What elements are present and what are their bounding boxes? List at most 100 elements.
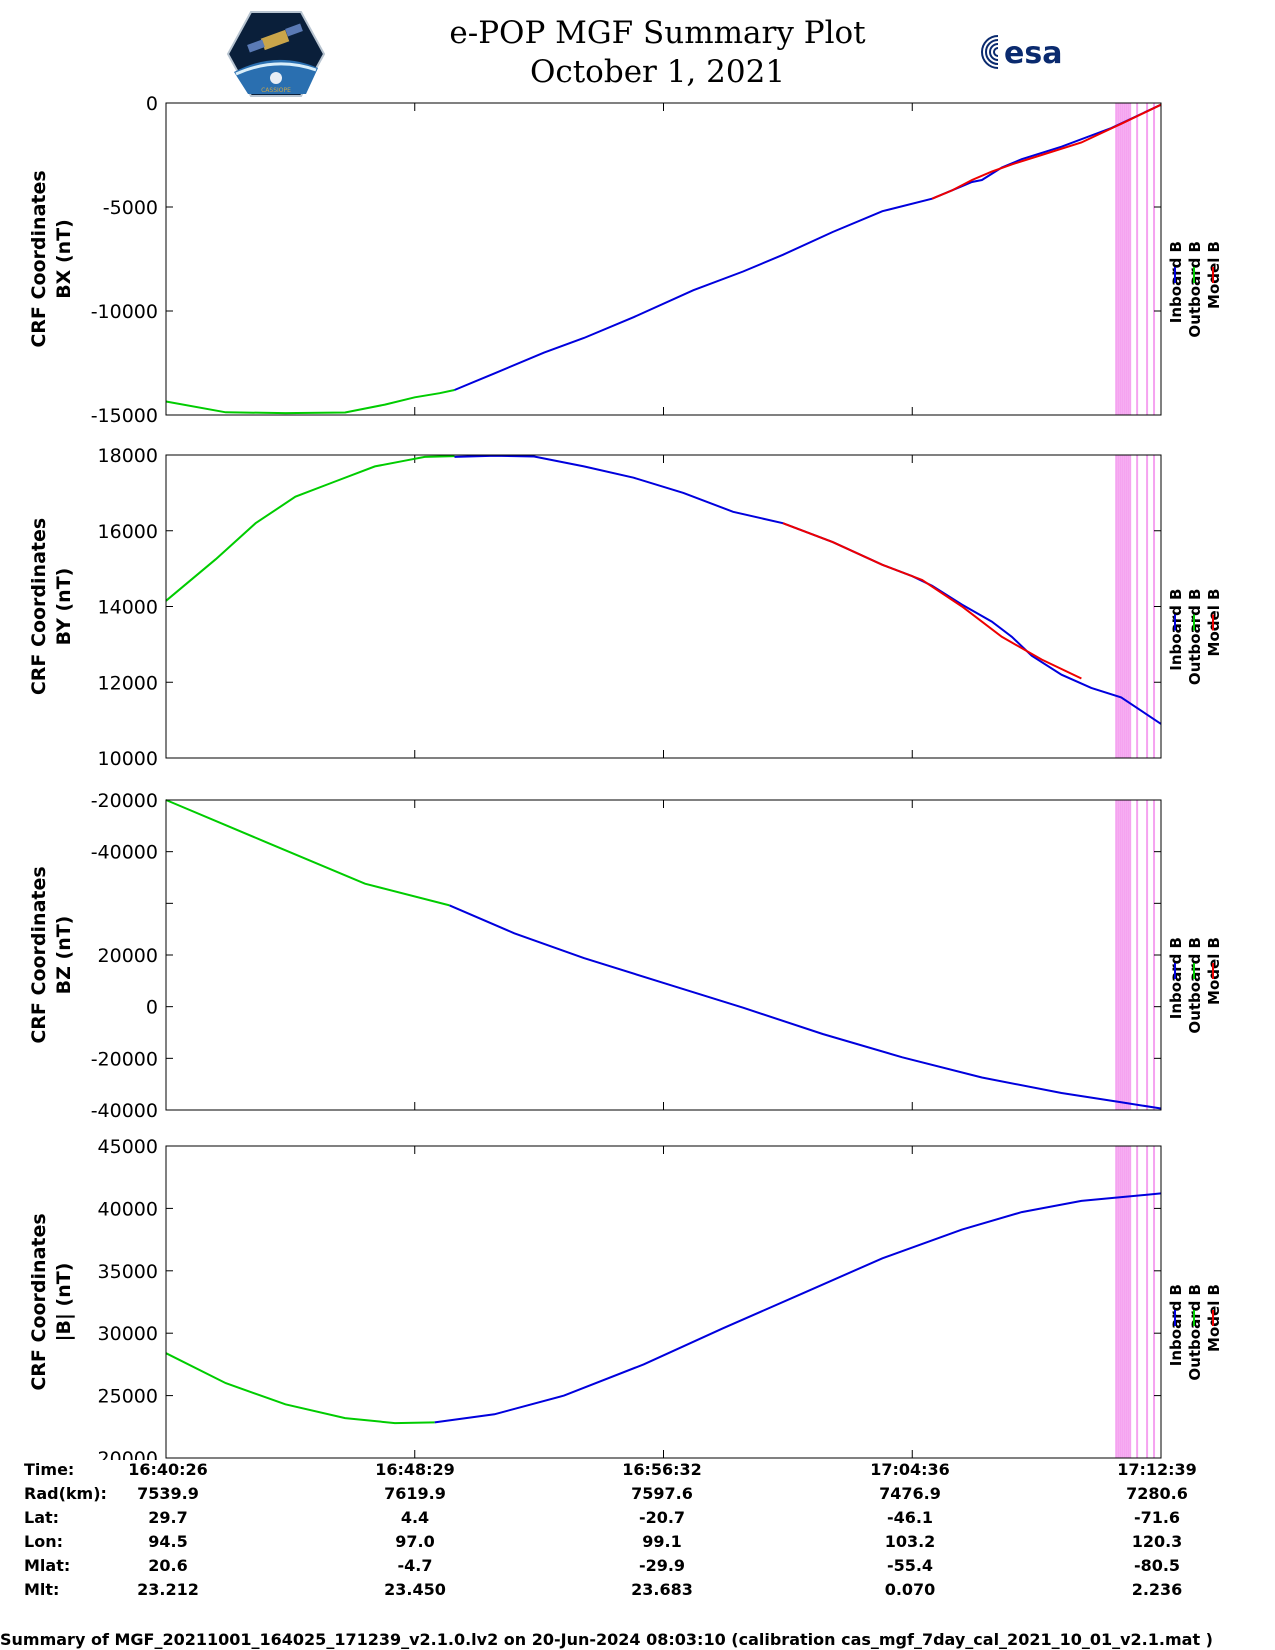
y-axis-label-line-2: BZ (nT) bbox=[53, 916, 75, 995]
info-cell: 97.0 bbox=[395, 1532, 435, 1551]
cassiope-logo: CASSIOPE bbox=[226, 11, 326, 97]
info-cell: -71.6 bbox=[1133, 1508, 1181, 1527]
info-cell: 16:48:29 bbox=[375, 1460, 455, 1479]
info-row-label: Mlt: bbox=[24, 1580, 60, 1599]
series-outboard-b bbox=[165, 799, 450, 907]
series-inboard-b bbox=[434, 1192, 1162, 1424]
y-tick-label: 12000 bbox=[98, 672, 158, 694]
info-row-label: Lon: bbox=[24, 1532, 63, 1551]
info-cell: -46.1 bbox=[886, 1508, 934, 1527]
info-row-label: Lat: bbox=[24, 1508, 60, 1527]
series-inboard-b bbox=[449, 904, 1162, 1110]
y-axis-label-line-2: |B| (nT) bbox=[53, 1263, 75, 1342]
legend: Inboard B Outboard B Model B bbox=[1167, 937, 1223, 1034]
legend: Inboard B Outboard B Model B bbox=[1167, 241, 1223, 338]
y-tick-label: 18000 bbox=[98, 445, 158, 467]
series-model-b bbox=[931, 103, 1162, 200]
info-cell: 0.070 bbox=[884, 1580, 936, 1599]
legend-label: Outboard B bbox=[1186, 241, 1204, 338]
page-title: e-POP MGF Summary Plot October 1, 2021 bbox=[0, 14, 1275, 92]
legend-label: Outboard B bbox=[1186, 937, 1204, 1034]
y-axis-label-line-1: CRF Coordinates bbox=[28, 170, 50, 347]
info-cell: 23.450 bbox=[384, 1580, 446, 1599]
title-line-2: October 1, 2021 bbox=[529, 54, 786, 90]
info-row-label: Mlat: bbox=[24, 1556, 71, 1575]
y-tick-label: 30000 bbox=[98, 1323, 158, 1345]
y-tick-label: 25000 bbox=[98, 1386, 158, 1408]
plot-frame bbox=[165, 454, 1162, 759]
info-cell: -29.9 bbox=[638, 1556, 686, 1575]
series-inboard-b bbox=[454, 103, 1162, 391]
info-cell: 17:04:36 bbox=[870, 1460, 950, 1479]
y-tick-label: -10000 bbox=[91, 301, 158, 323]
y-tick-label: -40000 bbox=[91, 1100, 158, 1122]
info-cell: 20.6 bbox=[148, 1556, 188, 1575]
legend-label: Outboard B bbox=[1186, 589, 1204, 686]
y-tick-label: 20000 bbox=[98, 1448, 158, 1460]
info-cell: 23.683 bbox=[631, 1580, 693, 1599]
y-tick-label: -15000 bbox=[91, 405, 158, 427]
info-cell: 7280.6 bbox=[1126, 1484, 1188, 1503]
plot-frame bbox=[165, 1145, 1162, 1459]
info-cell: 94.5 bbox=[148, 1532, 188, 1551]
esa-logo: esa bbox=[981, 35, 1062, 71]
title-line-1: e-POP MGF Summary Plot bbox=[449, 15, 866, 51]
cassiope-logo-text: CASSIOPE bbox=[261, 87, 291, 94]
series-model-b bbox=[782, 522, 1082, 680]
y-tick-label: 20000 bbox=[98, 945, 158, 967]
legend-label: Outboard B bbox=[1186, 1284, 1204, 1381]
y-tick-label: 0 bbox=[146, 997, 158, 1019]
y-axis-label-line-1: CRF Coordinates bbox=[28, 1213, 50, 1390]
esa-logo-text: esa bbox=[1004, 36, 1062, 71]
y-tick-label: 45000 bbox=[98, 1136, 158, 1158]
info-cell: 23.212 bbox=[137, 1580, 199, 1599]
y-tick-label: -20000 bbox=[91, 1048, 158, 1070]
y-axis-label-line-1: CRF Coordinates bbox=[28, 518, 50, 695]
info-row-label: Time: bbox=[24, 1460, 75, 1479]
y-axis-label-line-2: BY (nT) bbox=[53, 568, 75, 646]
y-tick-label: -5000 bbox=[103, 197, 158, 219]
series-outboard-b bbox=[165, 389, 455, 415]
orbit-info-table: Time: Rad(km): Lat: Lon: Mlat: Mlt: 16:40:26 75… bbox=[0, 1460, 1275, 1610]
panel-4: 45000 40000 35000 30000 25000 20000 CRF Coordi… bbox=[28, 1136, 1223, 1460]
info-cell: 120.3 bbox=[1131, 1532, 1183, 1551]
info-cell: -20.7 bbox=[638, 1508, 686, 1527]
legend: Inboard B Outboard B Model B bbox=[1167, 1284, 1223, 1381]
y-tick-label: 14000 bbox=[98, 597, 158, 619]
info-cell: 29.7 bbox=[148, 1508, 188, 1527]
info-cell: 4.4 bbox=[400, 1508, 430, 1527]
panel-3: -20000 -40000 20000 0 -20000 -40000 CRF Coordi… bbox=[28, 790, 1223, 1122]
y-tick-label: -40000 bbox=[91, 842, 158, 864]
info-cell: 16:40:26 bbox=[128, 1460, 208, 1479]
info-cell: 7597.6 bbox=[631, 1484, 693, 1503]
info-cell: 103.2 bbox=[884, 1532, 936, 1551]
y-axis-label-line-1: CRF Coordinates bbox=[28, 866, 50, 1043]
series-outboard-b bbox=[165, 1352, 435, 1425]
series-outboard-b bbox=[165, 455, 455, 602]
info-row-label: Rad(km): bbox=[24, 1484, 107, 1503]
y-tick-label: -20000 bbox=[91, 790, 158, 812]
plot-frame bbox=[165, 799, 1162, 1111]
info-cell: 17:12:39 bbox=[1117, 1460, 1197, 1479]
info-cell: -80.5 bbox=[1133, 1556, 1181, 1575]
info-cell: 7539.9 bbox=[137, 1484, 199, 1503]
y-axis-label-line-2: BX (nT) bbox=[53, 219, 75, 299]
y-tick-label: 35000 bbox=[98, 1261, 158, 1283]
info-cell: 7619.9 bbox=[384, 1484, 446, 1503]
info-cell: -55.4 bbox=[886, 1556, 934, 1575]
info-cell: 16:56:32 bbox=[622, 1460, 702, 1479]
footer-caption: Summary of MGF_20211001_164025_171239_v2… bbox=[0, 1630, 1213, 1649]
y-tick-label: 40000 bbox=[98, 1198, 158, 1220]
info-cell: 7476.9 bbox=[879, 1484, 941, 1503]
panel-2: 18000 16000 14000 12000 10000 CRF Coordinates… bbox=[28, 445, 1223, 770]
plot-frame bbox=[165, 102, 1162, 416]
info-cell: 99.1 bbox=[642, 1532, 682, 1551]
info-cell: 2.236 bbox=[1131, 1580, 1183, 1599]
info-cell: -4.7 bbox=[397, 1556, 433, 1575]
legend: Inboard B Outboard B Model B bbox=[1167, 589, 1223, 686]
series-inboard-b bbox=[454, 454, 1162, 725]
y-tick-label: 0 bbox=[146, 93, 158, 115]
y-tick-label: 16000 bbox=[98, 521, 158, 543]
panel-1: 0 -5000 -10000 -15000 CRF Coordinates BX (nT)… bbox=[28, 93, 1223, 427]
